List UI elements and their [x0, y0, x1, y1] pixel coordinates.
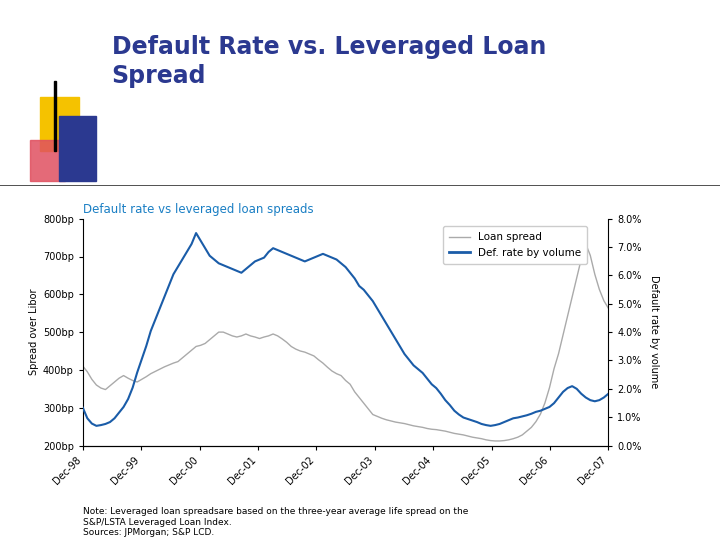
Legend: Loan spread, Def. rate by volume: Loan spread, Def. rate by volume [443, 226, 588, 264]
Y-axis label: Spread over Libor: Spread over Libor [29, 289, 39, 375]
Text: Default Rate vs. Leveraged Loan
Spread: Default Rate vs. Leveraged Loan Spread [112, 35, 546, 88]
Text: Note: Leveraged loan spreadsare based on the three-year average life spread on t: Note: Leveraged loan spreadsare based on… [83, 508, 468, 537]
Y-axis label: Default rate by volume: Default rate by volume [649, 275, 659, 389]
Text: Default rate vs leveraged loan spreads: Default rate vs leveraged loan spreads [83, 203, 313, 217]
